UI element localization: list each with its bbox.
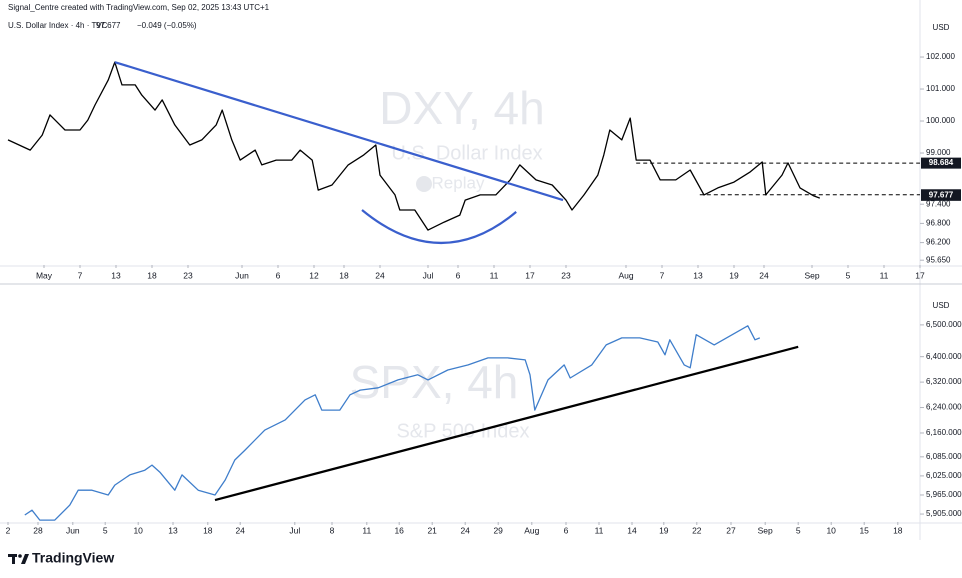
x-tick-label: 16 — [394, 525, 404, 535]
x-tick-label: 22 — [692, 525, 702, 535]
x-tick-label: Jun — [66, 525, 80, 535]
x-tick-label: 19 — [659, 525, 669, 535]
x-tick-label: 17 — [525, 270, 535, 280]
x-tick-label: 23 — [183, 270, 193, 280]
y-tick-label: 6,500.000 — [926, 320, 962, 329]
x-tick-label: 5 — [796, 525, 801, 535]
x-tick-label: 7 — [660, 270, 665, 280]
y-tick-label: 96.200 — [926, 238, 951, 247]
x-tick-label: 18 — [339, 270, 349, 280]
x-tick-label: 18 — [893, 525, 903, 535]
x-tick-label: 24 — [460, 525, 470, 535]
x-tick-label: Sep — [804, 270, 819, 280]
x-tick-label: Jul — [423, 270, 434, 280]
logo-part — [12, 554, 15, 564]
x-tick-label: 5 — [846, 270, 851, 280]
x-tick-label: 24 — [759, 270, 769, 280]
x-tick-label: 24 — [235, 525, 245, 535]
x-tick-label: 11 — [362, 525, 371, 535]
watermark-icon — [416, 176, 432, 192]
watermark: SPX, 4h — [350, 356, 519, 408]
logo-part — [18, 554, 22, 558]
x-tick-label: 6 — [276, 270, 281, 280]
currency-label: USD — [933, 23, 950, 32]
price-label: 98.684 — [929, 158, 954, 167]
y-tick-label: 6,320.000 — [926, 377, 962, 386]
x-tick-label: 18 — [203, 525, 213, 535]
price-label-box — [921, 157, 961, 169]
arc-drawing — [361, 209, 517, 245]
x-tick-label: 11 — [595, 525, 604, 535]
x-tick-label: Aug — [524, 525, 539, 535]
x-tick-label: 7 — [78, 270, 83, 280]
logo-part — [21, 554, 29, 564]
x-tick-label: Aug — [618, 270, 633, 280]
x-tick-label: 27 — [726, 525, 736, 535]
y-tick-label: 6,400.000 — [926, 352, 962, 361]
y-tick-label: 5,905.000 — [926, 509, 962, 518]
x-tick-label: 11 — [880, 270, 889, 280]
x-tick-label: 29 — [493, 525, 503, 535]
x-tick-label: 14 — [627, 525, 637, 535]
y-tick-label: 6,240.000 — [926, 403, 962, 412]
x-tick-label: 13 — [168, 525, 178, 535]
x-tick-label: May — [36, 270, 53, 280]
brand-logo — [8, 554, 29, 564]
brand-name: TradingView — [32, 550, 114, 566]
currency-label: USD — [933, 301, 950, 310]
price-line — [24, 325, 761, 521]
y-tick-label: 101.000 — [926, 84, 955, 93]
trendline — [214, 345, 799, 502]
x-tick-label: 10 — [826, 525, 836, 535]
x-tick-label: 12 — [309, 270, 319, 280]
x-tick-label: 11 — [490, 270, 499, 280]
x-tick-label: Sep — [758, 525, 773, 535]
x-tick-label: 2 — [6, 525, 11, 535]
price-line — [7, 61, 821, 231]
x-tick-label: 19 — [729, 270, 739, 280]
y-tick-label: 5,965.000 — [926, 490, 962, 499]
watermark: DXY, 4h — [379, 82, 544, 134]
x-tick-label: 8 — [330, 525, 335, 535]
x-tick-label: 10 — [133, 525, 143, 535]
legend-last: 97.677 — [96, 21, 121, 30]
x-tick-label: 18 — [147, 270, 157, 280]
x-tick-label: 28 — [33, 525, 43, 535]
x-tick-label: Jun — [235, 270, 249, 280]
author-line: Signal_Centre created with TradingView.c… — [8, 3, 270, 12]
y-tick-label: 95.650 — [926, 255, 951, 264]
y-tick-label: 102.000 — [926, 52, 955, 61]
legend-change: −0.049 (−0.05%) — [137, 21, 197, 30]
x-tick-label: 13 — [111, 270, 121, 280]
x-tick-label: Jul — [289, 525, 300, 535]
price-label: 97.677 — [929, 190, 954, 199]
x-tick-label: 17 — [915, 270, 925, 280]
y-tick-label: 6,160.000 — [926, 428, 962, 437]
x-tick-label: 6 — [564, 525, 569, 535]
x-tick-label: 24 — [375, 270, 385, 280]
y-tick-label: 6,085.000 — [926, 452, 962, 461]
x-tick-label: 15 — [859, 525, 869, 535]
trendline — [114, 61, 564, 202]
y-tick-label: 96.800 — [926, 219, 951, 228]
x-tick-label: 6 — [456, 270, 461, 280]
x-tick-label: 13 — [693, 270, 703, 280]
legend-title: U.S. Dollar Index · 4h · TVC — [8, 21, 108, 30]
watermark: Replay — [432, 173, 485, 192]
x-tick-label: 23 — [561, 270, 571, 280]
y-tick-label: 99.000 — [926, 148, 951, 157]
y-tick-label: 97.400 — [926, 199, 951, 208]
x-tick-label: 21 — [427, 525, 437, 535]
y-tick-label: 6,025.000 — [926, 471, 962, 480]
x-tick-label: 5 — [103, 525, 108, 535]
y-tick-label: 100.000 — [926, 116, 955, 125]
price-label-box — [921, 189, 961, 201]
